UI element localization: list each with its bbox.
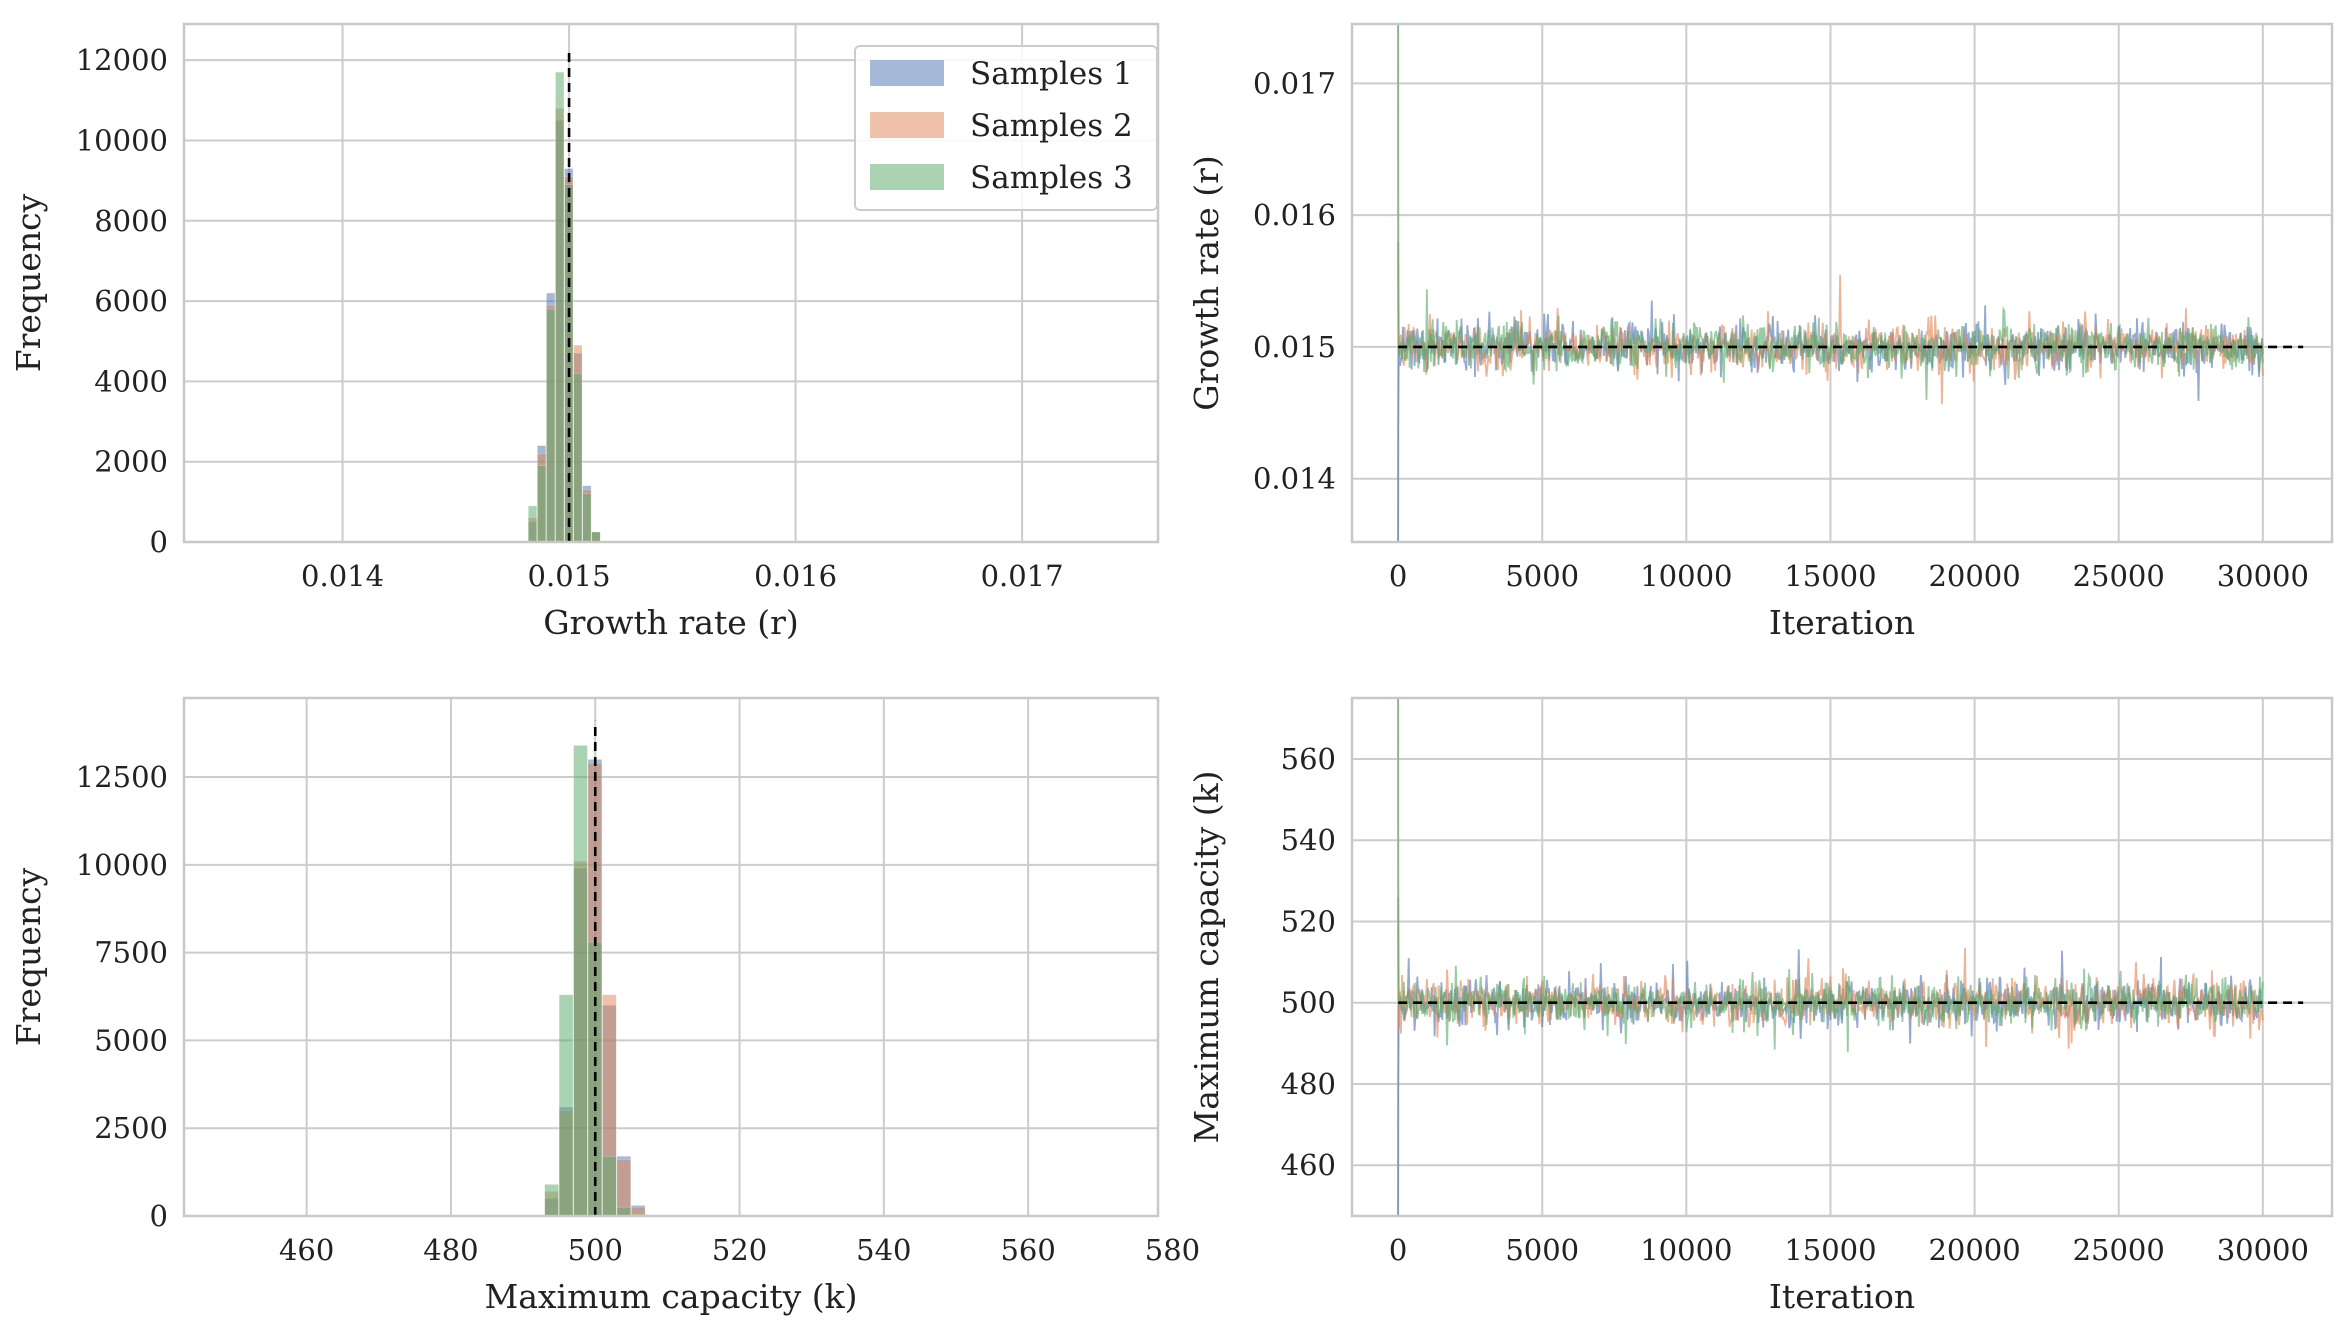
- y-tick-label: 8000: [94, 204, 168, 238]
- y-axis-label: Maximum capacity (k): [1187, 770, 1226, 1143]
- x-tick-label: 500: [568, 1233, 623, 1267]
- x-axis-label: Maximum capacity (k): [484, 1277, 857, 1316]
- histogram-bar: [574, 745, 588, 1216]
- legend-label-samples-1: Samples 1: [970, 56, 1133, 92]
- histogram-bar: [574, 373, 582, 542]
- x-axis-label: Iteration: [1769, 1277, 1915, 1316]
- x-tick-label: 10000: [1640, 559, 1732, 593]
- histogram-bar: [545, 1184, 559, 1216]
- histogram-bar: [528, 506, 536, 542]
- y-tick-label: 5000: [94, 1023, 168, 1057]
- x-tick-label: 560: [1000, 1233, 1055, 1267]
- legend-swatch-samples-1: [870, 60, 944, 86]
- histogram-bar: [559, 995, 573, 1216]
- y-tick-label: 10000: [76, 848, 168, 882]
- legend-label-samples-2: Samples 2: [970, 108, 1133, 144]
- x-tick-label: 580: [1145, 1233, 1200, 1267]
- y-tick-label: 6000: [94, 284, 168, 318]
- histogram-bar: [592, 532, 600, 542]
- histogram-bar: [602, 1156, 616, 1216]
- histogram-bar: [555, 72, 563, 542]
- legend-swatch-samples-2: [870, 112, 944, 138]
- x-tick-label: 5000: [1505, 559, 1579, 593]
- y-tick-label: 12000: [76, 43, 168, 77]
- x-axis-label: Growth rate (r): [543, 603, 799, 642]
- x-tick-label: 15000: [1784, 1233, 1876, 1267]
- x-tick-label: 0: [1389, 1233, 1407, 1267]
- y-tick-label: 480: [1281, 1067, 1336, 1101]
- x-tick-label: 30000: [2217, 559, 2309, 593]
- y-tick-label: 0.015: [1253, 330, 1336, 364]
- x-tick-label: 5000: [1505, 1233, 1579, 1267]
- y-tick-label: 12500: [76, 760, 168, 794]
- x-tick-label: 0.014: [301, 559, 384, 593]
- x-tick-label: 460: [279, 1233, 334, 1267]
- y-tick-label: 560: [1281, 742, 1336, 776]
- x-tick-label: 25000: [2073, 559, 2165, 593]
- x-axis-label: Iteration: [1769, 603, 1915, 642]
- x-tick-label: 15000: [1784, 559, 1876, 593]
- x-tick-label: 30000: [2217, 1233, 2309, 1267]
- y-tick-label: 460: [1281, 1148, 1336, 1182]
- x-tick-label: 0.016: [754, 559, 837, 593]
- x-tick-label: 540: [856, 1233, 911, 1267]
- y-axis-label: Frequency: [9, 193, 48, 372]
- histogram-bar: [537, 466, 545, 542]
- legend: Samples 1 Samples 2 Samples 3: [855, 46, 1157, 210]
- x-tick-label: 0: [1389, 559, 1407, 593]
- y-tick-label: 0.016: [1253, 198, 1336, 232]
- y-tick-label: 4000: [94, 364, 168, 398]
- y-tick-label: 10000: [76, 123, 168, 157]
- x-tick-label: 20000: [1928, 559, 2020, 593]
- x-tick-label: 25000: [2073, 1233, 2165, 1267]
- y-tick-label: 2500: [94, 1111, 168, 1145]
- y-tick-label: 0.014: [1253, 462, 1336, 496]
- y-tick-label: 0: [150, 1199, 168, 1233]
- histogram-bar: [617, 1207, 631, 1216]
- y-tick-label: 0.017: [1253, 66, 1336, 100]
- x-tick-label: 20000: [1928, 1233, 2020, 1267]
- legend-swatch-samples-3: [870, 164, 944, 190]
- legend-label-samples-3: Samples 3: [970, 160, 1133, 196]
- histogram-bar: [546, 309, 554, 542]
- x-tick-label: 520: [712, 1233, 767, 1267]
- x-tick-label: 10000: [1640, 1233, 1732, 1267]
- x-tick-label: 480: [423, 1233, 478, 1267]
- histogram-bar: [583, 494, 591, 542]
- y-tick-label: 500: [1281, 986, 1336, 1020]
- y-axis-label: Frequency: [9, 867, 48, 1046]
- x-tick-label: 0.017: [981, 559, 1064, 593]
- y-tick-label: 540: [1281, 823, 1336, 857]
- y-axis-label: Growth rate (r): [1187, 155, 1226, 411]
- y-tick-label: 2000: [94, 445, 168, 479]
- y-tick-label: 520: [1281, 904, 1336, 938]
- y-tick-label: 0: [150, 525, 168, 559]
- x-tick-label: 0.015: [528, 559, 611, 593]
- y-tick-label: 7500: [94, 936, 168, 970]
